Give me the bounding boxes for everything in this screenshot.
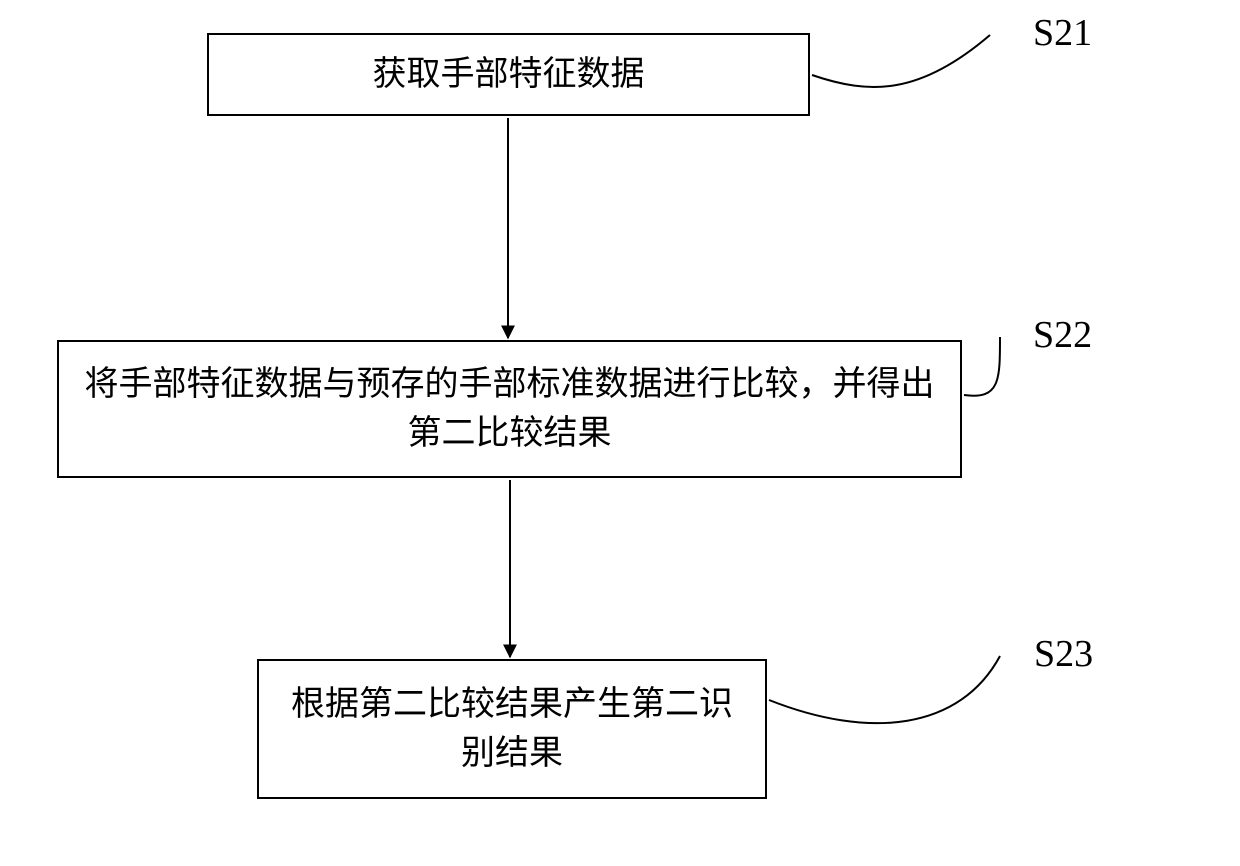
node-text: 将手部特征数据与预存的手部标准数据进行比较，并得出第二比较结果 xyxy=(77,360,942,459)
flowchart-node-s22: 将手部特征数据与预存的手部标准数据进行比较，并得出第二比较结果 xyxy=(57,340,962,478)
node-text: 根据第二比较结果产生第二识别结果 xyxy=(277,680,747,779)
step-label-s22: S22 xyxy=(1033,313,1092,357)
node-text: 获取手部特征数据 xyxy=(373,50,645,99)
flowchart-node-s23: 根据第二比较结果产生第二识别结果 xyxy=(257,659,767,799)
step-label-s21: S21 xyxy=(1033,11,1092,55)
step-label-s23: S23 xyxy=(1034,632,1093,676)
label-connector xyxy=(812,35,990,87)
flowchart-canvas: 获取手部特征数据 将手部特征数据与预存的手部标准数据进行比较，并得出第二比较结果… xyxy=(0,0,1240,866)
label-connector xyxy=(964,337,1000,396)
flowchart-node-s21: 获取手部特征数据 xyxy=(207,33,810,116)
label-connector xyxy=(769,656,1000,723)
